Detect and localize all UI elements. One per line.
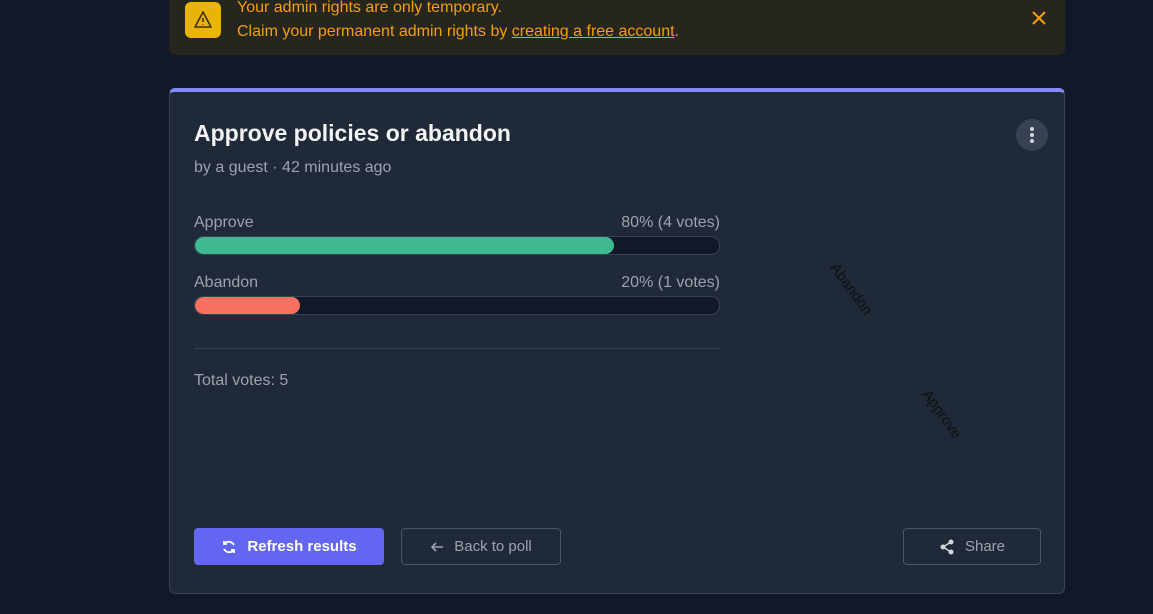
poll-meta: by a guest · 42 minutes ago xyxy=(194,159,392,176)
option-result: 20% (1 votes) xyxy=(621,274,720,291)
menu-button[interactable] xyxy=(1016,119,1048,151)
option-name: Abandon xyxy=(194,274,259,291)
banner-text: Claim your permanent admin rights by cre… xyxy=(237,23,679,41)
progress-track xyxy=(194,236,720,255)
share-label: Share xyxy=(964,538,1006,555)
banner-message: Claim your permanent admin rights by xyxy=(237,23,512,40)
banner-title: Your admin rights are only temporary. xyxy=(237,0,503,16)
option-name: Approve xyxy=(194,214,254,231)
poll-card: Approve policies or abandon by a guest ·… xyxy=(169,88,1065,594)
warning-glyph xyxy=(194,11,212,28)
admin-banner: Your admin rights are only temporary. Cl… xyxy=(169,0,1065,55)
poll-title: Approve policies or abandon xyxy=(194,120,511,146)
refresh-button[interactable]: Refresh results xyxy=(194,528,384,565)
progress-bar xyxy=(195,237,615,254)
warning-icon xyxy=(185,2,221,38)
progress-track xyxy=(194,296,720,315)
banner-end: . xyxy=(674,23,679,40)
divider xyxy=(194,348,720,349)
create-account-link[interactable]: creating a free account xyxy=(511,23,675,40)
share-button[interactable]: Share xyxy=(903,528,1041,565)
option-result: 80% (4 votes) xyxy=(621,214,720,231)
menu-dots xyxy=(1030,127,1034,143)
refresh-icon xyxy=(223,540,236,553)
pie-chart: Approve Abandon xyxy=(827,260,966,442)
back-button[interactable]: Back to poll xyxy=(401,528,561,565)
progress-bar xyxy=(195,297,300,314)
back-label: Back to poll xyxy=(454,538,532,555)
total-votes: Total votes: 5 xyxy=(194,372,289,389)
back-icon xyxy=(431,541,444,552)
pie-label: Approve xyxy=(919,387,966,442)
close-button[interactable] xyxy=(1031,10,1047,26)
pie-label: Abandon xyxy=(827,260,876,319)
share-icon xyxy=(940,539,954,554)
refresh-label: Refresh results xyxy=(247,538,357,555)
